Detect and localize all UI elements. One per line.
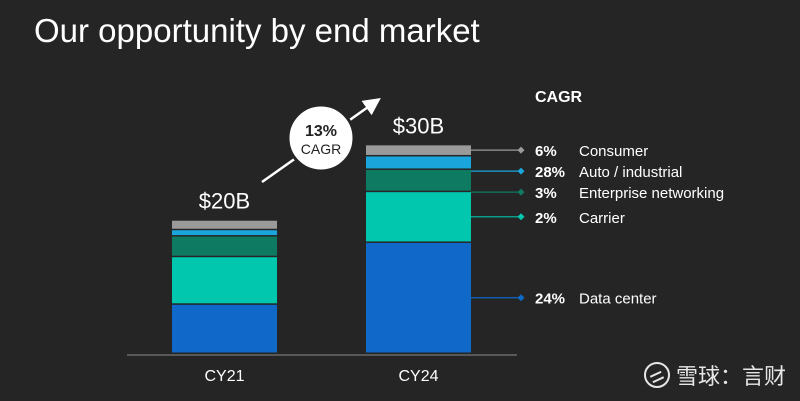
bar-total-label: $30B: [393, 113, 444, 138]
bar-cy21-data-center: [172, 304, 277, 353]
legend-header: CAGR: [535, 89, 583, 106]
watermark: 雪球：言财: [643, 359, 786, 391]
bar-cy24-data-center: [366, 242, 471, 353]
legend-marker-icon: [517, 167, 525, 175]
legend-cagr-value: 2%: [535, 210, 557, 227]
growth-callout-label: CAGR: [301, 141, 341, 157]
legend-marker-icon: [517, 188, 525, 196]
bar-cy24-carrier: [366, 192, 471, 242]
bar-cy24-consumer: [366, 145, 471, 155]
watermark-text: 雪球：言财: [675, 365, 786, 390]
bar-total-label: $20B: [199, 189, 250, 214]
bar-cy21-consumer: [172, 220, 277, 229]
bars-layer: [172, 145, 471, 353]
legend: 24% Data center 2% Carrier 3% Enterprise netw…: [471, 143, 724, 308]
bar-cy24-enterprise-networking: [366, 169, 471, 191]
legend-series-name: Carrier: [579, 210, 625, 227]
snowball-logo-icon: [643, 362, 670, 388]
bar-total-labels: $20B $30B: [199, 113, 444, 213]
growth-callout: 13% CAGR: [286, 103, 356, 173]
legend-cagr-value: 24%: [535, 291, 565, 308]
bar-cy21-auto-industrial: [172, 230, 277, 236]
bar-cy21-enterprise-networking: [172, 236, 277, 256]
bar-cy21-carrier: [172, 257, 277, 304]
x-tick-labels: CY21 CY24: [204, 368, 438, 385]
legend-marker-icon: [517, 213, 525, 221]
legend-series-name: Auto / industrial: [579, 164, 682, 181]
legend-marker-icon: [517, 294, 525, 302]
legend-item-enterprise-networking: 3% Enterprise networking: [471, 185, 724, 202]
legend-series-name: Enterprise networking: [579, 185, 724, 202]
legend-item-carrier: 2% Carrier: [471, 210, 625, 227]
legend-item-data-center: 24% Data center: [471, 291, 657, 308]
legend-cagr-value: 3%: [535, 185, 557, 202]
growth-callout-value: 13%: [305, 123, 337, 140]
legend-item-auto-industrial: 28% Auto / industrial: [471, 164, 682, 181]
growth-callout-circle: [286, 103, 356, 173]
x-tick-label: CY21: [204, 368, 244, 385]
x-tick-label: CY24: [398, 368, 438, 385]
legend-item-consumer: 6% Consumer: [471, 143, 648, 160]
legend-cagr-value: 28%: [535, 164, 565, 181]
bar-cy24-auto-industrial: [366, 156, 471, 169]
legend-series-name: Consumer: [579, 143, 648, 160]
page-title: Our opportunity by end market: [34, 12, 480, 49]
legend-series-name: Data center: [579, 291, 657, 308]
legend-cagr-value: 6%: [535, 143, 557, 160]
legend-marker-icon: [517, 146, 525, 154]
